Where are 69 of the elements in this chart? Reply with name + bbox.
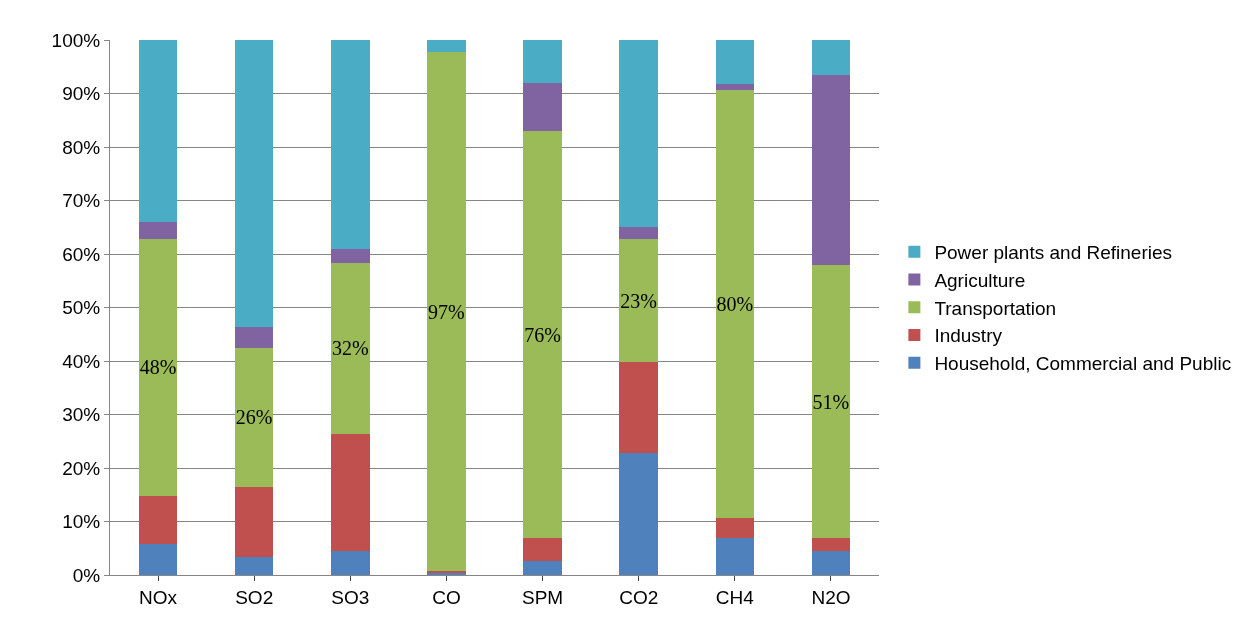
bar (523, 560, 562, 575)
bar (331, 249, 370, 263)
bar (138, 222, 178, 240)
bar (234, 347, 274, 487)
data-label: 76% (524, 323, 561, 346)
bar (811, 538, 851, 552)
bar (138, 40, 178, 223)
bar (715, 84, 755, 91)
x-tick-label: SO3 (331, 586, 370, 608)
bar (234, 40, 274, 327)
bar (619, 362, 658, 454)
x-tick-label: N2O (811, 586, 851, 608)
bar (331, 550, 370, 575)
y-tick-label: 40% (62, 350, 101, 372)
bar (234, 486, 274, 557)
bar (331, 40, 370, 250)
x-tick-label: CO2 (619, 586, 659, 608)
bar (715, 40, 755, 85)
bar (427, 52, 466, 572)
bar (138, 239, 178, 496)
bar (234, 556, 274, 575)
bar (715, 538, 755, 575)
bar (234, 326, 274, 348)
bar (811, 551, 851, 575)
y-tick-label: 0% (72, 564, 101, 586)
x-tick-label: CO (432, 586, 461, 608)
bar (811, 75, 851, 266)
bar (523, 83, 562, 132)
data-label: 80% (716, 293, 754, 316)
y-tick-label: 100% (51, 29, 101, 51)
x-tick-label: SO2 (235, 586, 274, 608)
bar (619, 239, 658, 363)
y-tick-label: 70% (62, 190, 101, 212)
bar (811, 40, 851, 76)
bar (138, 543, 178, 575)
legend-label: Power plants and Refineries (934, 242, 1173, 264)
x-tick-label: CH4 (715, 586, 755, 608)
data-label: 32% (331, 337, 369, 360)
y-tick-label: 80% (62, 136, 101, 158)
bar (619, 227, 658, 240)
legend-label: Industry (934, 325, 1003, 347)
data-label: 26% (235, 406, 273, 429)
data-label: 48% (139, 356, 177, 379)
legend-label: Agriculture (934, 269, 1026, 291)
data-label: 23% (620, 289, 658, 312)
bar (619, 40, 658, 228)
bar (427, 40, 466, 53)
bar (331, 262, 370, 434)
bar (619, 453, 658, 575)
legend-label: Household, Commercial and Public (934, 353, 1232, 375)
x-tick-label: SPM (521, 586, 564, 608)
bar (523, 40, 562, 84)
bar (138, 495, 178, 544)
bar (331, 433, 370, 551)
y-tick-label: 60% (62, 243, 101, 265)
x-tick-label: NOx (139, 586, 178, 608)
bar (715, 518, 755, 539)
y-tick-label: 90% (62, 83, 101, 105)
bar (811, 265, 851, 539)
y-tick-label: 30% (62, 404, 101, 426)
y-tick-label: 20% (62, 457, 101, 479)
legend-label: Transportation (934, 297, 1057, 319)
bar (715, 90, 755, 519)
data-label: 97% (428, 300, 465, 323)
y-tick-label: 10% (62, 511, 101, 533)
bar (523, 538, 562, 561)
bar (523, 131, 562, 539)
y-tick-label: 50% (62, 297, 101, 319)
data-label: 51% (812, 390, 850, 413)
